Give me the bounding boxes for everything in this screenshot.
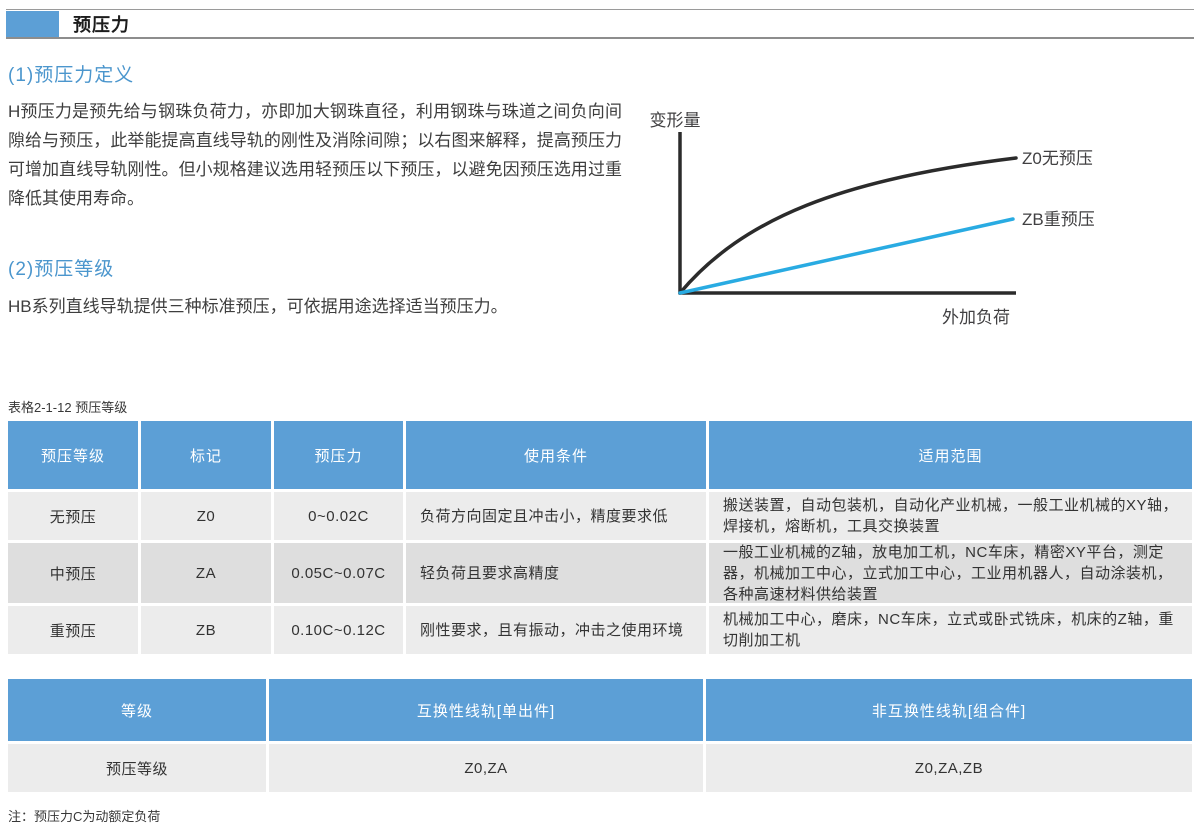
blue-chip-decoration <box>6 10 59 37</box>
x-axis-label: 外加负荷 <box>942 308 1010 327</box>
table1-cell: 负荷方向固定且冲击小，精度要求低 <box>406 492 706 540</box>
table1-header-preload: 预压力 <box>274 421 403 489</box>
table1-header-grade: 预压等级 <box>8 421 138 489</box>
table-caption: 表格2-1-12 预压等级 <box>8 400 128 415</box>
table2-header-interchangeable: 互换性线轨[单出件] <box>269 679 703 741</box>
series-zb-label: ZB重预压 <box>1022 210 1095 229</box>
page-title: 预压力 <box>73 14 130 35</box>
table1-cell: 轻负荷且要求高精度 <box>406 543 706 603</box>
table1-cell: 一般工业机械的Z轴，放电加工机，NC车床，精密XY平台，测定器，机械加工中心，立… <box>709 543 1192 603</box>
table1-cell: 0~0.02C <box>274 492 403 540</box>
interchangeability-table: 等级 互换性线轨[单出件] 非互换性线轨[组合件] 预压等级 Z0,ZA Z0,… <box>8 679 1192 792</box>
footnote: 注：预压力C为动额定负荷 <box>8 809 161 824</box>
series-zb-line <box>678 217 1015 295</box>
table1-cell: 无预压 <box>8 492 138 540</box>
table1-cell: 中预压 <box>8 543 138 603</box>
section-2-paragraph: HB系列直线导轨提供三种标准预压，可依据用途选择适当预压力。 <box>8 297 508 316</box>
table1-header-mark: 标记 <box>141 421 271 489</box>
chart-svg: 变形量 Z0无预压 ZB重预压 外加负荷 <box>650 111 1095 327</box>
table1-cell: 重预压 <box>8 606 138 654</box>
table1-cell: ZA <box>141 543 271 603</box>
series-z0-curve <box>678 156 1018 295</box>
table2-cell: 预压等级 <box>8 744 266 792</box>
preload-grade-table: 预压等级 标记 预压力 使用条件 适用范围 无预压 Z0 0~0.02C 负荷方… <box>8 421 1192 654</box>
table2-cell: Z0,ZA <box>269 744 703 792</box>
section-1-heading: (1)预压力定义 <box>8 65 135 86</box>
table2-header-grade: 等级 <box>8 679 266 741</box>
table1-cell: 0.05C~0.07C <box>274 543 403 603</box>
table1-header-condition: 使用条件 <box>406 421 706 489</box>
table2-header-non-interchangeable: 非互换性线轨[组合件] <box>706 679 1192 741</box>
y-axis-label: 变形量 <box>650 111 701 130</box>
table1-cell: ZB <box>141 606 271 654</box>
table1-cell: 机械加工中心，磨床，NC车床，立式或卧式铣床，机床的Z轴，重切削加工机 <box>709 606 1192 654</box>
table1-cell: 0.10C~0.12C <box>274 606 403 654</box>
preload-deformation-chart: 变形量 Z0无预压 ZB重预压 外加负荷 <box>628 96 1193 341</box>
table1-cell: Z0 <box>141 492 271 540</box>
table2-cell: Z0,ZA,ZB <box>706 744 1192 792</box>
series-z0-label: Z0无预压 <box>1022 149 1093 168</box>
page-title-bar: 预压力 <box>6 9 1194 39</box>
table1-cell: 刚性要求，且有振动，冲击之使用环境 <box>406 606 706 654</box>
section-2-heading: (2)预压等级 <box>8 259 115 280</box>
table1-header-application: 适用范围 <box>709 421 1192 489</box>
table1-cell: 搬送装置，自动包装机，自动化产业机械，一般工业机械的XY轴，焊接机，熔断机，工具… <box>709 492 1192 540</box>
section-1-paragraph: H预压力是预先给与钢珠负荷力，亦即加大钢珠直径，利用钢珠与珠道之间负向间隙给与预… <box>8 102 622 208</box>
